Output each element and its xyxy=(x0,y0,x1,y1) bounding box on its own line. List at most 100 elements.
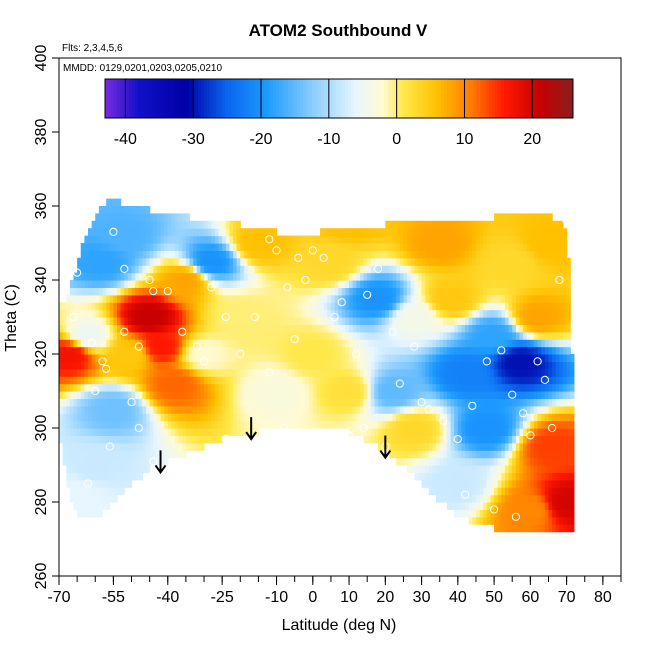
heatmap-cell-393 xyxy=(98,257,104,266)
heatmap-cell-3595 xyxy=(465,331,470,340)
heatmap-cell-2609 xyxy=(363,405,368,414)
heatmap-cell-4422 xyxy=(537,465,542,473)
heatmap-cell-3784 xyxy=(483,450,488,459)
heatmap-cell-960 xyxy=(153,294,158,303)
heatmap-cell-2598 xyxy=(359,272,365,281)
heatmap-cell-167 xyxy=(80,487,85,496)
heatmap-cell-756 xyxy=(131,213,136,222)
heatmap-cell-4166 xyxy=(515,450,521,459)
heatmap-cell-3950 xyxy=(497,457,502,466)
heatmap-cell-2777 xyxy=(381,250,386,259)
heatmap-cell-4698 xyxy=(559,317,564,325)
heatmap-cell-1056 xyxy=(164,339,169,348)
heatmap-cell-4390 xyxy=(533,383,539,392)
heatmap-cell-4026 xyxy=(501,213,506,222)
heatmap-cell-2407 xyxy=(334,257,339,266)
heatmap-cell-3177 xyxy=(425,272,430,281)
heatmap-cell-752 xyxy=(131,243,136,251)
heatmap-cell-2543 xyxy=(352,265,357,274)
heatmap-cell-3899 xyxy=(494,516,499,525)
heatmap-cell-1985 xyxy=(276,272,281,281)
heatmap-cell-1310 xyxy=(193,383,198,392)
heatmap-cell-900 xyxy=(146,228,151,237)
heatmap-cell-794 xyxy=(135,206,140,214)
heatmap-cell-885 xyxy=(146,339,151,348)
heatmap-cell-4376 xyxy=(533,487,539,496)
heatmap-cell-1781 xyxy=(251,376,256,385)
heatmap-cell-2893 xyxy=(396,331,401,340)
heatmap-cell-2909 xyxy=(399,457,405,466)
heatmap-cell-4222 xyxy=(519,354,524,362)
heatmap-cell-2047 xyxy=(287,391,292,399)
heatmap-cell-46 xyxy=(66,442,71,451)
heatmap-cell-533 xyxy=(113,435,118,444)
heatmap-cell-2944 xyxy=(403,442,408,451)
heatmap-cell-890 xyxy=(146,302,151,311)
heatmap-cell-4562 xyxy=(548,383,553,392)
heatmap-cell-2941 xyxy=(399,220,405,229)
heatmap-cell-1773 xyxy=(247,228,252,237)
heatmap-cell-4768 xyxy=(566,413,571,422)
heatmap-cell-1111 xyxy=(171,420,176,429)
heatmap-cell-4630 xyxy=(555,509,560,518)
heatmap-cell-283 xyxy=(91,472,96,481)
heatmap-cell-3299 xyxy=(439,479,444,488)
heatmap-cell-2415 xyxy=(338,398,343,407)
heatmap-cell-1633 xyxy=(233,420,238,429)
heatmap-cell-715 xyxy=(127,243,133,251)
heatmap-cell-3975 xyxy=(497,272,502,281)
heatmap-cell-704 xyxy=(127,324,133,333)
heatmap-cell-1053 xyxy=(164,361,169,370)
heatmap-cell-2524 xyxy=(352,405,357,414)
heatmap-cell-1383 xyxy=(200,302,205,311)
heatmap-cell-3917 xyxy=(494,383,499,392)
heatmap-cell-4478 xyxy=(541,368,546,377)
heatmap-cell-825 xyxy=(138,250,143,259)
heatmap-cell-1269 xyxy=(185,220,191,229)
heatmap-cell-2631 xyxy=(363,243,368,251)
heatmap-cell-14 xyxy=(59,331,64,340)
heatmap-cell-1235 xyxy=(182,235,187,244)
heatmap-cell-1185 xyxy=(178,361,183,370)
heatmap-cell-3418 xyxy=(450,457,455,466)
heatmap-cell-4671 xyxy=(559,516,564,525)
heatmap-cell-864 xyxy=(142,228,147,237)
heatmap-cell-192 xyxy=(80,302,85,311)
heatmap-cell-1939 xyxy=(272,413,278,422)
heatmap-cell-184 xyxy=(80,361,85,370)
heatmap-cell-4627 xyxy=(552,220,557,229)
heatmap-cell-1919 xyxy=(269,361,274,370)
heatmap-cell-967 xyxy=(153,243,158,251)
heatmap-cell-950 xyxy=(153,368,158,377)
heatmap-cell-2435 xyxy=(338,250,343,259)
heatmap-cell-817 xyxy=(138,309,143,318)
heatmap-cell-1887 xyxy=(265,398,270,407)
heatmap-cell-805 xyxy=(138,398,143,407)
heatmap-cell-29 xyxy=(62,383,67,392)
heatmap-cell-3307 xyxy=(439,420,444,429)
heatmap-cell-1562 xyxy=(222,302,227,311)
heatmap-cell-1473 xyxy=(211,302,216,311)
heatmap-cell-3650 xyxy=(468,228,473,237)
heatmap-cell-1896 xyxy=(265,331,270,340)
heatmap-cell-2799 xyxy=(385,309,390,318)
heatmap-cell-2498 xyxy=(349,391,354,399)
heatmap-cell-2628 xyxy=(363,265,368,274)
heatmap-cell-2073 xyxy=(291,391,296,399)
heatmap-cell-3919 xyxy=(494,368,499,377)
heatmap-cell-1942 xyxy=(272,391,278,399)
heatmap-cell-1232 xyxy=(182,257,187,266)
heatmap-cell-2369 xyxy=(330,339,336,348)
heatmap-cell-2919 xyxy=(399,383,405,392)
heatmap-cell-2102 xyxy=(294,368,299,377)
heatmap-cell-4811 xyxy=(570,368,575,377)
colorbar-swatch-95 xyxy=(390,79,394,118)
heatmap-cell-3665 xyxy=(472,420,477,429)
heatmap-cell-2616 xyxy=(363,354,368,362)
heatmap-cell-229 xyxy=(84,302,89,311)
heatmap-cell-2317 xyxy=(323,324,328,333)
heatmap-cell-4468 xyxy=(541,442,546,451)
heatmap-cell-3172 xyxy=(425,309,430,318)
heatmap-cell-819 xyxy=(138,294,143,303)
heatmap-cell-4231 xyxy=(519,287,524,296)
